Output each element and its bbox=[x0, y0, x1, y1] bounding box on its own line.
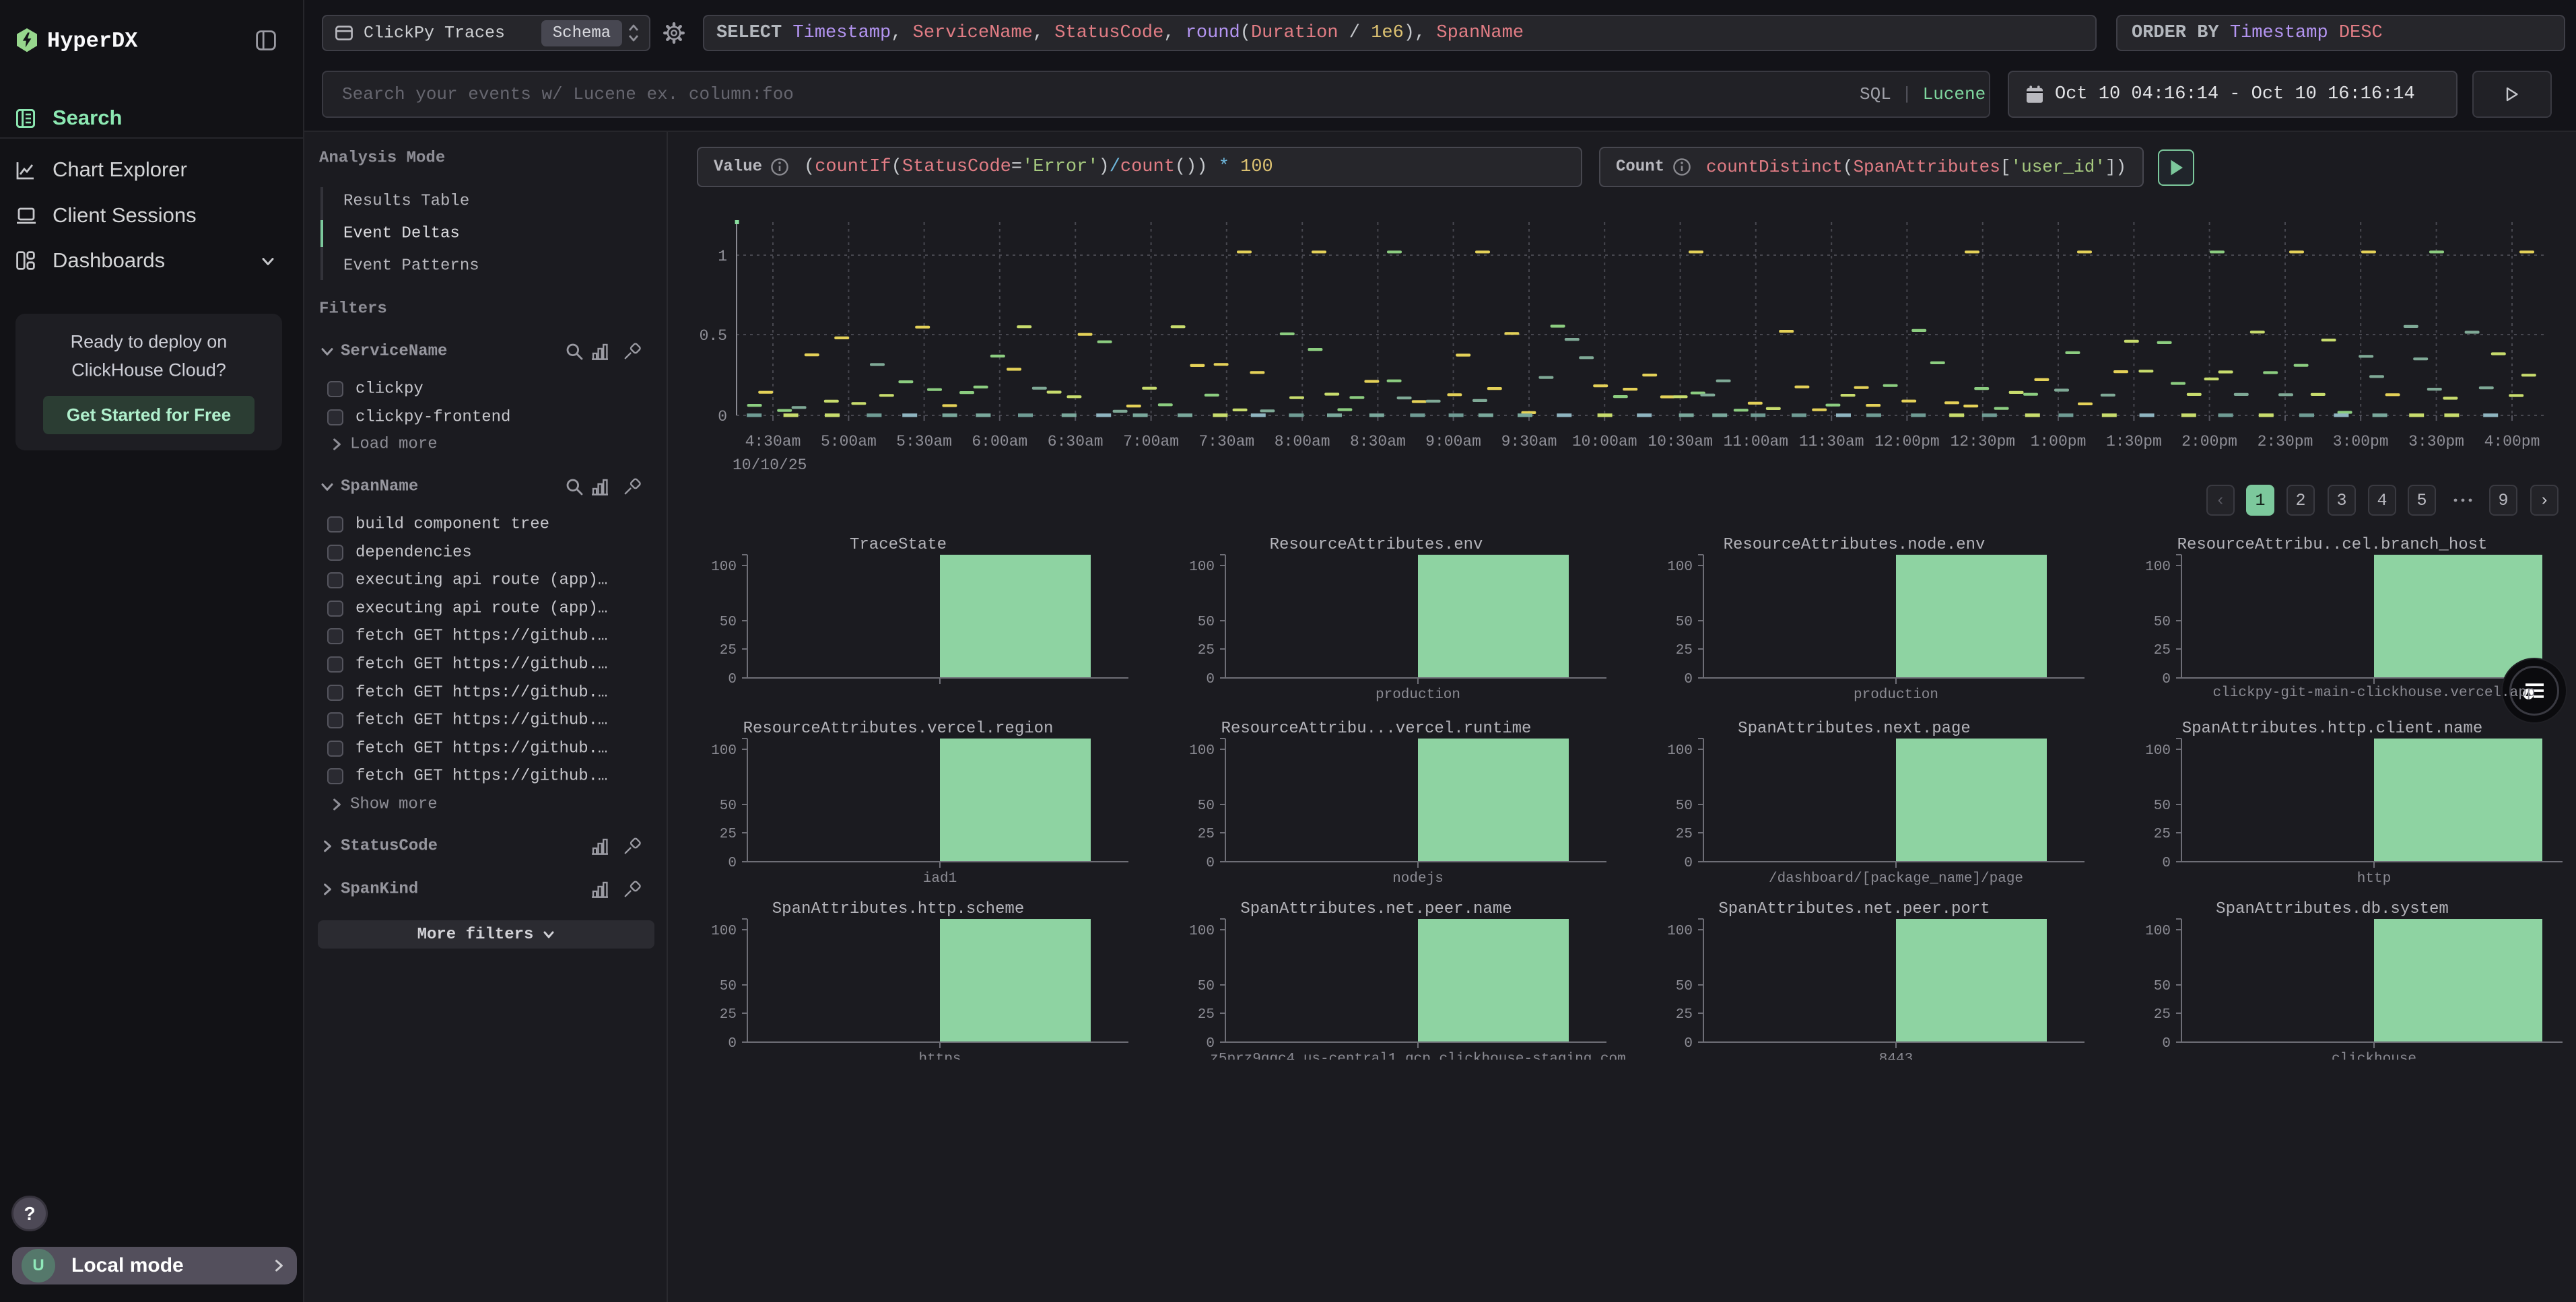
svg-text:100: 100 bbox=[1667, 559, 1693, 575]
svg-text:25: 25 bbox=[2154, 827, 2171, 842]
svg-text:25: 25 bbox=[720, 1007, 737, 1023]
svg-text:11:00am: 11:00am bbox=[1723, 433, 1788, 450]
svg-text:50: 50 bbox=[2154, 615, 2171, 630]
svg-text:2:30pm: 2:30pm bbox=[2258, 433, 2313, 450]
svg-text:25: 25 bbox=[1676, 827, 1693, 842]
svg-text:10/10/25: 10/10/25 bbox=[733, 456, 807, 474]
svg-text:100: 100 bbox=[711, 559, 737, 575]
svg-text:6:30am: 6:30am bbox=[1048, 433, 1104, 450]
svg-text:12:30pm: 12:30pm bbox=[1950, 433, 2015, 450]
svg-text:50: 50 bbox=[720, 798, 737, 814]
svg-text:SpanAttributes.net.peer.name: SpanAttributes.net.peer.name bbox=[1240, 900, 1512, 918]
svg-text:9:00am: 9:00am bbox=[1425, 433, 1481, 450]
svg-text:100: 100 bbox=[1189, 924, 1215, 939]
svg-text:12:00pm: 12:00pm bbox=[1874, 433, 1940, 450]
svg-text:25: 25 bbox=[720, 827, 737, 842]
svg-text:25: 25 bbox=[2154, 643, 2171, 658]
svg-text:0: 0 bbox=[728, 856, 737, 871]
svg-text:2:00pm: 2:00pm bbox=[2181, 433, 2237, 450]
svg-text:25: 25 bbox=[720, 643, 737, 658]
svg-text:100: 100 bbox=[1189, 559, 1215, 575]
svg-text:100: 100 bbox=[2145, 743, 2171, 759]
svg-text:0: 0 bbox=[728, 672, 737, 687]
svg-text:8443: 8443 bbox=[1879, 1052, 1913, 1060]
svg-text:0.5: 0.5 bbox=[700, 327, 727, 345]
svg-text:8:00am: 8:00am bbox=[1275, 433, 1330, 450]
svg-text:7:00am: 7:00am bbox=[1123, 433, 1179, 450]
svg-text:0: 0 bbox=[718, 408, 727, 425]
svg-text:ResourceAttribu..cel.branch_ho: ResourceAttribu..cel.branch_host bbox=[2177, 536, 2488, 554]
svg-text:0: 0 bbox=[1684, 1036, 1693, 1052]
svg-text:TraceState: TraceState bbox=[850, 536, 947, 554]
svg-text:50: 50 bbox=[2154, 798, 2171, 814]
svg-text:clickhouse: clickhouse bbox=[2332, 1052, 2416, 1060]
svg-text:50: 50 bbox=[1676, 615, 1693, 630]
svg-text:0: 0 bbox=[2162, 856, 2171, 871]
svg-text:iad1: iad1 bbox=[923, 871, 957, 887]
svg-text:10:00am: 10:00am bbox=[1572, 433, 1637, 450]
svg-text:25: 25 bbox=[1198, 643, 1215, 658]
svg-text:100: 100 bbox=[1667, 743, 1693, 759]
svg-text:25: 25 bbox=[1198, 827, 1215, 842]
svg-text:0: 0 bbox=[1206, 856, 1215, 871]
svg-text:100: 100 bbox=[1667, 924, 1693, 939]
svg-text:0: 0 bbox=[728, 1036, 737, 1052]
svg-text:25: 25 bbox=[1676, 1007, 1693, 1023]
svg-text:http: http bbox=[2357, 871, 2391, 887]
svg-text:SpanAttributes.net.peer.port: SpanAttributes.net.peer.port bbox=[1718, 900, 1990, 918]
svg-text:100: 100 bbox=[711, 924, 737, 939]
svg-text:SpanAttributes.http.scheme: SpanAttributes.http.scheme bbox=[772, 900, 1024, 918]
svg-text:ResourceAttributes.node.env: ResourceAttributes.node.env bbox=[1724, 536, 1986, 554]
svg-text:50: 50 bbox=[1676, 979, 1693, 994]
svg-text:50: 50 bbox=[1198, 979, 1215, 994]
svg-text:0: 0 bbox=[2162, 672, 2171, 687]
svg-text:100: 100 bbox=[2145, 559, 2171, 575]
svg-text:production: production bbox=[1376, 687, 1460, 703]
svg-text:100: 100 bbox=[711, 743, 737, 759]
svg-text:3:30pm: 3:30pm bbox=[2408, 433, 2464, 450]
svg-text:production: production bbox=[1854, 687, 1938, 703]
svg-text:z5prz9ggc4.us-central1.gcp.cli: z5prz9ggc4.us-central1.gcp.clickhouse-st… bbox=[1210, 1052, 1626, 1060]
svg-text:25: 25 bbox=[2154, 1007, 2171, 1023]
svg-text:1:00pm: 1:00pm bbox=[2031, 433, 2087, 450]
svg-text:50: 50 bbox=[1676, 798, 1693, 814]
svg-text:1:30pm: 1:30pm bbox=[2106, 433, 2162, 450]
svg-text:6:00am: 6:00am bbox=[972, 433, 1027, 450]
svg-text:0: 0 bbox=[2162, 1036, 2171, 1052]
svg-text:25: 25 bbox=[1676, 643, 1693, 658]
svg-text:SpanAttributes.db.system: SpanAttributes.db.system bbox=[2216, 900, 2449, 918]
svg-text:7:30am: 7:30am bbox=[1198, 433, 1254, 450]
svg-text:ResourceAttributes.vercel.regi: ResourceAttributes.vercel.region bbox=[743, 720, 1054, 738]
svg-text:50: 50 bbox=[720, 615, 737, 630]
svg-text:50: 50 bbox=[1198, 798, 1215, 814]
svg-text:5:30am: 5:30am bbox=[896, 433, 952, 450]
svg-text:4:00pm: 4:00pm bbox=[2484, 433, 2540, 450]
svg-text:100: 100 bbox=[2145, 924, 2171, 939]
svg-text:0: 0 bbox=[1206, 1036, 1215, 1052]
svg-text:3:00pm: 3:00pm bbox=[2333, 433, 2389, 450]
svg-text:5:00am: 5:00am bbox=[821, 433, 877, 450]
svg-text:ResourceAttributes.env: ResourceAttributes.env bbox=[1270, 536, 1483, 554]
svg-text:SpanAttributes.http.client.nam: SpanAttributes.http.client.name bbox=[2182, 720, 2482, 738]
svg-text:nodejs: nodejs bbox=[1392, 871, 1444, 887]
svg-text:50: 50 bbox=[720, 979, 737, 994]
svg-text:11:30am: 11:30am bbox=[1799, 433, 1864, 450]
svg-text:1: 1 bbox=[718, 248, 727, 265]
svg-text:https: https bbox=[918, 1052, 961, 1060]
svg-text:10:30am: 10:30am bbox=[1648, 433, 1713, 450]
svg-text:0: 0 bbox=[1206, 672, 1215, 687]
svg-text:8:30am: 8:30am bbox=[1350, 433, 1406, 450]
svg-text:SpanAttributes.next.page: SpanAttributes.next.page bbox=[1738, 720, 1971, 738]
svg-text:25: 25 bbox=[1198, 1007, 1215, 1023]
svg-text:50: 50 bbox=[2154, 979, 2171, 994]
svg-text:100: 100 bbox=[1189, 743, 1215, 759]
svg-text:ResourceAttribu...vercel.runti: ResourceAttribu...vercel.runtime bbox=[1221, 720, 1532, 738]
svg-text:/dashboard/[package_name]/page: /dashboard/[package_name]/page bbox=[1769, 871, 2023, 887]
svg-text:0: 0 bbox=[1684, 672, 1693, 687]
svg-text:50: 50 bbox=[1198, 615, 1215, 630]
svg-text:0: 0 bbox=[1684, 856, 1693, 871]
svg-text:9:30am: 9:30am bbox=[1501, 433, 1557, 450]
svg-text:4:30am: 4:30am bbox=[745, 433, 801, 450]
